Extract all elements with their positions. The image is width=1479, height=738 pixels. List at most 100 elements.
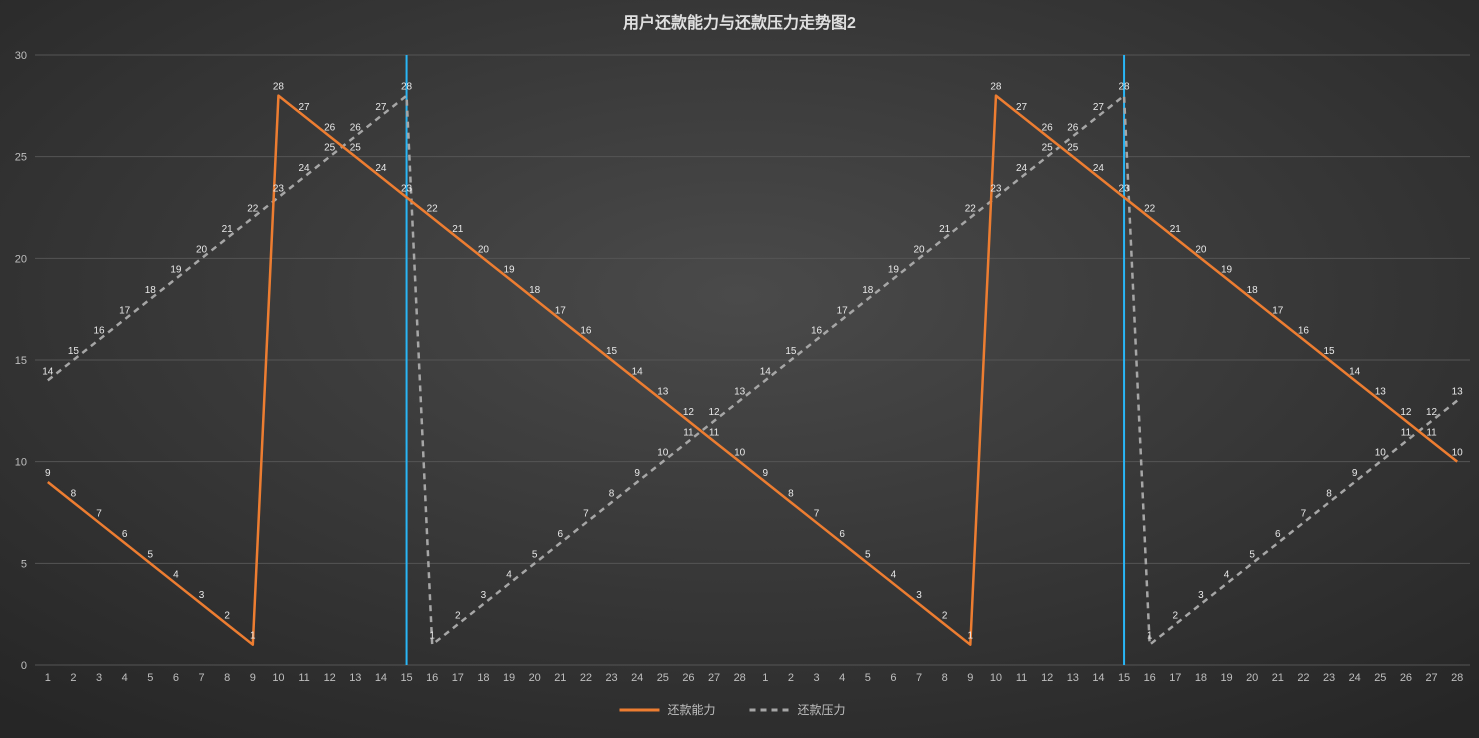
x-tick: 22 <box>580 672 592 684</box>
label-ability: 12 <box>683 407 695 418</box>
label-ability: 18 <box>529 285 541 296</box>
x-tick: 27 <box>1425 672 1437 684</box>
x-tick: 3 <box>96 672 102 684</box>
label-ability: 28 <box>273 82 285 93</box>
label-ability: 16 <box>580 326 592 337</box>
label-pressure: 6 <box>1275 529 1281 540</box>
chart-container: 0510152025301234567891011121314151617181… <box>0 0 1479 738</box>
label-pressure: 28 <box>401 82 413 93</box>
x-tick: 6 <box>173 672 179 684</box>
label-ability: 11 <box>709 427 720 438</box>
label-pressure: 12 <box>1426 407 1438 418</box>
x-tick: 15 <box>1118 672 1130 684</box>
label-ability: 22 <box>427 204 439 215</box>
label-ability: 21 <box>452 224 464 235</box>
x-tick: 13 <box>1067 672 1079 684</box>
x-tick: 22 <box>1297 672 1309 684</box>
label-ability: 7 <box>814 509 820 520</box>
label-pressure: 13 <box>734 387 746 398</box>
label-pressure: 17 <box>119 305 131 316</box>
label-pressure: 9 <box>1352 468 1358 479</box>
y-tick: 0 <box>21 660 27 672</box>
label-ability: 21 <box>1170 224 1182 235</box>
label-ability: 23 <box>401 183 413 194</box>
label-pressure: 23 <box>990 183 1002 194</box>
label-pressure: 2 <box>455 610 461 621</box>
x-tick: 3 <box>814 672 820 684</box>
label-pressure: 24 <box>1016 163 1028 174</box>
x-tick: 10 <box>272 672 284 684</box>
legend-ability: 还款能力 <box>668 703 716 717</box>
label-ability: 2 <box>224 610 230 621</box>
label-ability: 20 <box>478 244 490 255</box>
x-tick: 12 <box>324 672 336 684</box>
x-tick: 18 <box>477 672 489 684</box>
label-pressure: 5 <box>532 549 538 560</box>
chart-title: 用户还款能力与还款压力走势图2 <box>623 13 856 32</box>
y-tick: 15 <box>15 355 27 367</box>
x-tick: 11 <box>1016 672 1027 684</box>
label-ability: 1 <box>250 631 256 642</box>
x-tick: 17 <box>1169 672 1181 684</box>
label-ability: 25 <box>1067 143 1079 154</box>
label-ability: 7 <box>96 509 102 520</box>
label-pressure: 7 <box>1301 509 1307 520</box>
label-pressure: 4 <box>506 570 512 581</box>
x-tick: 6 <box>890 672 896 684</box>
x-tick: 4 <box>122 672 128 684</box>
x-tick: 25 <box>657 672 669 684</box>
x-tick: 9 <box>967 672 973 684</box>
label-ability: 16 <box>1298 326 1310 337</box>
label-pressure: 9 <box>634 468 640 479</box>
x-tick: 8 <box>224 672 230 684</box>
label-ability: 28 <box>990 82 1002 93</box>
label-pressure: 15 <box>68 346 80 357</box>
label-pressure: 1 <box>429 631 435 642</box>
label-ability: 19 <box>504 265 516 276</box>
x-tick: 26 <box>682 672 694 684</box>
label-pressure: 1 <box>1147 631 1153 642</box>
label-ability: 4 <box>891 570 897 581</box>
x-tick: 5 <box>865 672 871 684</box>
label-pressure: 21 <box>939 224 951 235</box>
y-tick: 10 <box>15 457 27 469</box>
x-tick: 20 <box>529 672 541 684</box>
label-pressure: 13 <box>1452 387 1464 398</box>
x-tick: 1 <box>45 672 51 684</box>
label-pressure: 26 <box>1067 122 1079 133</box>
label-ability: 25 <box>350 143 362 154</box>
label-pressure: 3 <box>1198 590 1204 601</box>
x-tick: 2 <box>70 672 76 684</box>
x-tick: 10 <box>990 672 1002 684</box>
label-pressure: 10 <box>1375 448 1387 459</box>
label-ability: 17 <box>1272 305 1284 316</box>
label-ability: 12 <box>1400 407 1412 418</box>
label-pressure: 25 <box>1042 143 1054 154</box>
label-ability: 10 <box>734 448 746 459</box>
label-ability: 24 <box>1093 163 1105 174</box>
y-tick: 30 <box>15 50 27 62</box>
label-ability: 2 <box>942 610 948 621</box>
label-pressure: 16 <box>811 326 823 337</box>
label-ability: 9 <box>45 468 51 479</box>
label-pressure: 18 <box>145 285 157 296</box>
label-pressure: 24 <box>299 163 311 174</box>
x-tick: 16 <box>1144 672 1156 684</box>
label-ability: 6 <box>839 529 845 540</box>
x-tick: 21 <box>1272 672 1284 684</box>
label-ability: 26 <box>1042 122 1054 133</box>
label-pressure: 22 <box>965 204 977 215</box>
x-tick: 19 <box>503 672 515 684</box>
label-ability: 1 <box>968 631 974 642</box>
label-ability: 18 <box>1247 285 1259 296</box>
label-ability: 13 <box>657 387 669 398</box>
label-pressure: 19 <box>170 265 182 276</box>
x-tick: 20 <box>1246 672 1258 684</box>
x-tick: 23 <box>605 672 617 684</box>
label-pressure: 5 <box>1249 549 1255 560</box>
x-tick: 9 <box>250 672 256 684</box>
label-pressure: 10 <box>657 448 669 459</box>
x-tick: 23 <box>1323 672 1335 684</box>
label-pressure: 20 <box>914 244 926 255</box>
label-ability: 20 <box>1195 244 1207 255</box>
